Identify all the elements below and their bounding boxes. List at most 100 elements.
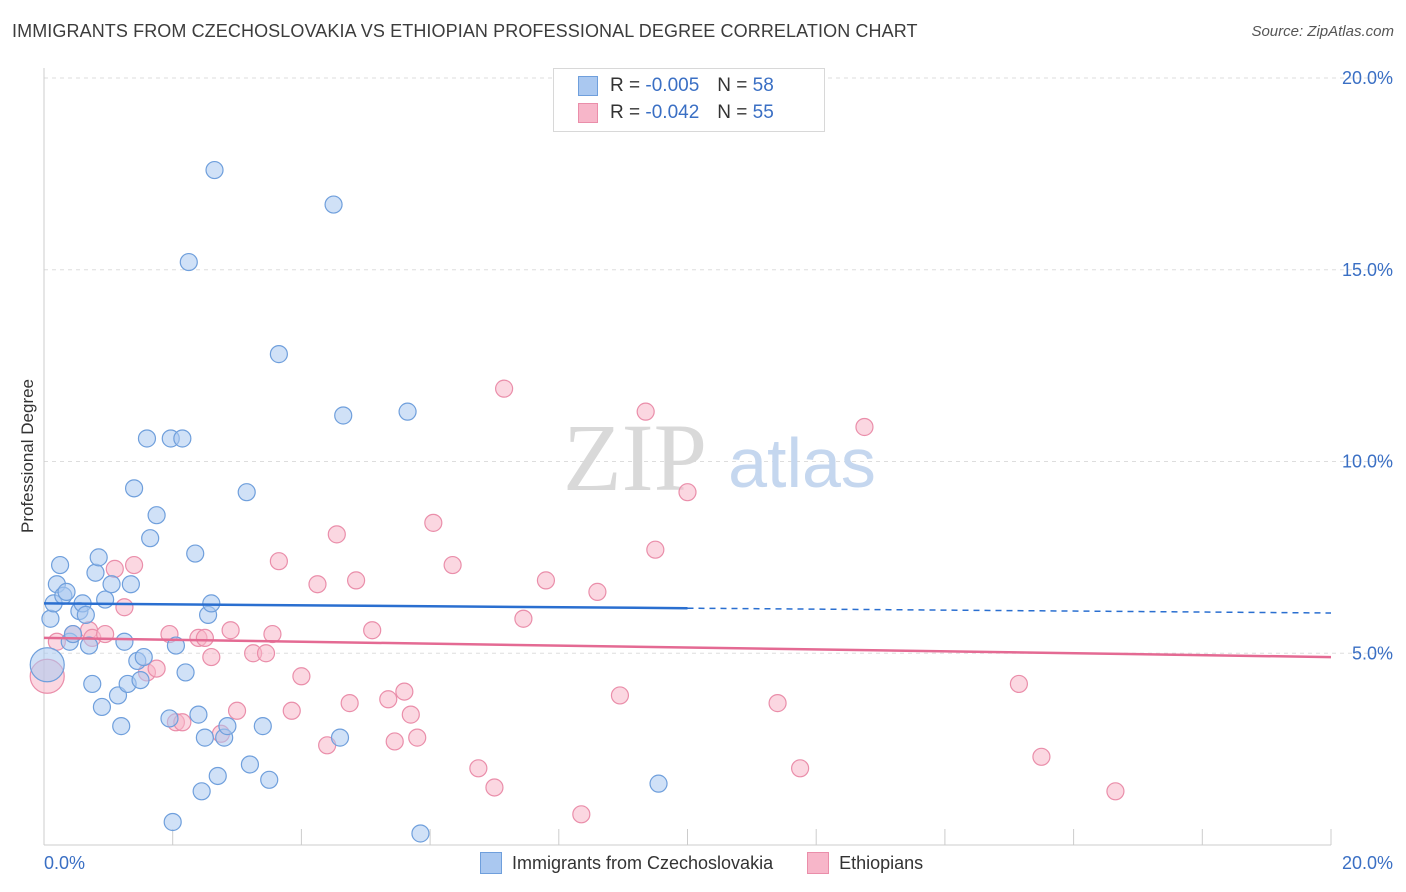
czechoslovakia-trend-extension <box>687 607 1332 614</box>
legend-r-value: -0.042 <box>645 102 700 123</box>
ethiopians-point <box>282 701 301 720</box>
czechoslovakia-point <box>649 774 668 793</box>
czechoslovakia-point <box>166 636 186 655</box>
czechoslovakia-point <box>237 483 256 502</box>
ethiopians-trend-line <box>43 636 1332 659</box>
czechoslovakia-point <box>334 406 353 425</box>
ethiopians-point <box>588 582 607 601</box>
czechoslovakia-point <box>86 563 105 582</box>
grid-lines <box>44 77 1394 654</box>
czechoslovakia-point <box>131 670 150 690</box>
ethiopians-point <box>327 525 346 544</box>
ethiopians-point <box>514 609 533 628</box>
series-legend: Immigrants from Czechoslovakia Ethiopian… <box>480 852 957 874</box>
legend-label: Ethiopians <box>839 852 924 873</box>
ethiopians-point <box>401 705 420 724</box>
czechoslovakia-point <box>179 252 198 272</box>
czechoslovakia-point <box>134 647 153 667</box>
stats-legend: R = -0.005 N = 58 R = -0.042 N = 55 <box>553 68 825 132</box>
czechoslovakia-point <box>411 824 430 843</box>
czechoslovakia-point <box>76 605 95 625</box>
ethiopians-point <box>115 598 134 617</box>
czechoslovakia-point <box>398 402 417 421</box>
trend-lines <box>43 602 1332 659</box>
ethiopians-point <box>363 621 382 640</box>
x-tick-label: 0.0% <box>44 853 85 873</box>
ethiopians-point <box>395 682 414 701</box>
ethiopians-point <box>292 667 311 686</box>
ethiopians-point <box>536 571 556 590</box>
pink-swatch <box>578 103 598 123</box>
ethiopians-point <box>469 759 488 778</box>
czechoslovakia-point <box>208 766 227 786</box>
czechoslovakia-point <box>102 575 121 594</box>
ethiopians-point <box>202 647 221 667</box>
pink-swatch <box>807 852 830 874</box>
watermark: ZIP atlas <box>563 404 876 511</box>
ethiopians-point <box>678 483 697 502</box>
legend-item-ethiopians: Ethiopians <box>807 852 923 874</box>
czechoslovakia-point <box>63 624 83 644</box>
blue-swatch <box>480 852 502 874</box>
legend-r-label: R = <box>610 102 641 123</box>
czechoslovakia-point <box>218 717 237 736</box>
y-tick-label: 5.0% <box>1352 643 1393 663</box>
czechoslovakia-point <box>205 160 224 180</box>
czechoslovakia-point <box>141 529 160 548</box>
legend-row-czechoslovakia: R = -0.005 N = 58 <box>578 74 774 98</box>
legend-n-label: N = <box>717 75 748 96</box>
ethiopians-point <box>495 379 514 398</box>
ethiopians-point <box>256 644 276 663</box>
czechoslovakia-point <box>50 555 70 575</box>
legend-item-czechoslovakia: Immigrants from Czechoslovakia <box>480 852 773 874</box>
tick-labels: 5.0% 10.0% 15.0% 20.0% 0.0% 20.0% <box>44 68 1393 873</box>
ethiopians-point <box>646 540 665 559</box>
czechoslovakia-point <box>124 479 144 498</box>
czechoslovakia-point <box>96 590 115 609</box>
ethiopians-point <box>221 621 240 640</box>
ethiopians-point <box>768 694 787 713</box>
czechoslovakia-point <box>195 728 214 747</box>
czechoslovakia-point <box>92 697 112 717</box>
czechoslovakia-point <box>189 705 208 724</box>
czechoslovakia-point <box>324 195 343 214</box>
czechoslovakia-point <box>57 582 76 601</box>
czechoslovakia-point <box>89 548 108 567</box>
y-tick-label: 20.0% <box>1342 68 1393 88</box>
ethiopians-point <box>791 759 810 778</box>
ethiopians-point <box>263 624 282 644</box>
czechoslovakia-trend-line <box>43 602 688 610</box>
ethiopians-point <box>636 402 655 421</box>
czechoslovakia-point <box>176 663 195 682</box>
ethiopians-point <box>195 628 214 648</box>
watermark-atlas: atlas <box>728 424 876 502</box>
czechoslovakia-point <box>121 575 140 594</box>
ethiopians-point <box>855 417 874 437</box>
ethiopians-point <box>227 701 247 720</box>
ethiopians-point <box>346 571 366 590</box>
czechoslovakia-point <box>83 674 102 694</box>
czechoslovakia-point <box>137 429 157 448</box>
legend-row-ethiopians: R = -0.042 N = 55 <box>578 101 774 125</box>
legend-r-value: -0.005 <box>645 75 700 96</box>
blue-swatch <box>578 76 598 96</box>
legend-label: Immigrants from Czechoslovakia <box>512 852 774 873</box>
czechoslovakia-point <box>29 647 65 683</box>
czechoslovakia-point <box>112 717 131 736</box>
ethiopians-point <box>1009 674 1029 694</box>
legend-n-value: 58 <box>752 75 774 96</box>
czechoslovakia-point <box>160 709 179 728</box>
ethiopians-point <box>308 575 327 594</box>
czechoslovakia-point <box>240 755 260 774</box>
y-tick-label: 15.0% <box>1342 260 1393 280</box>
czechoslovakia-point <box>79 636 99 655</box>
x-tick-label: 20.0% <box>1342 853 1393 873</box>
czechoslovakia-point <box>269 345 288 364</box>
ethiopians-point <box>485 778 504 797</box>
ethiopians-point <box>443 555 462 575</box>
source-label: Source: ZipAtlas.com <box>1251 23 1394 40</box>
chart-title: IMMIGRANTS FROM CZECHOSLOVAKIA VS ETHIOP… <box>12 21 918 41</box>
czechoslovakia-point <box>192 782 211 801</box>
ethiopians-point <box>1106 782 1125 801</box>
